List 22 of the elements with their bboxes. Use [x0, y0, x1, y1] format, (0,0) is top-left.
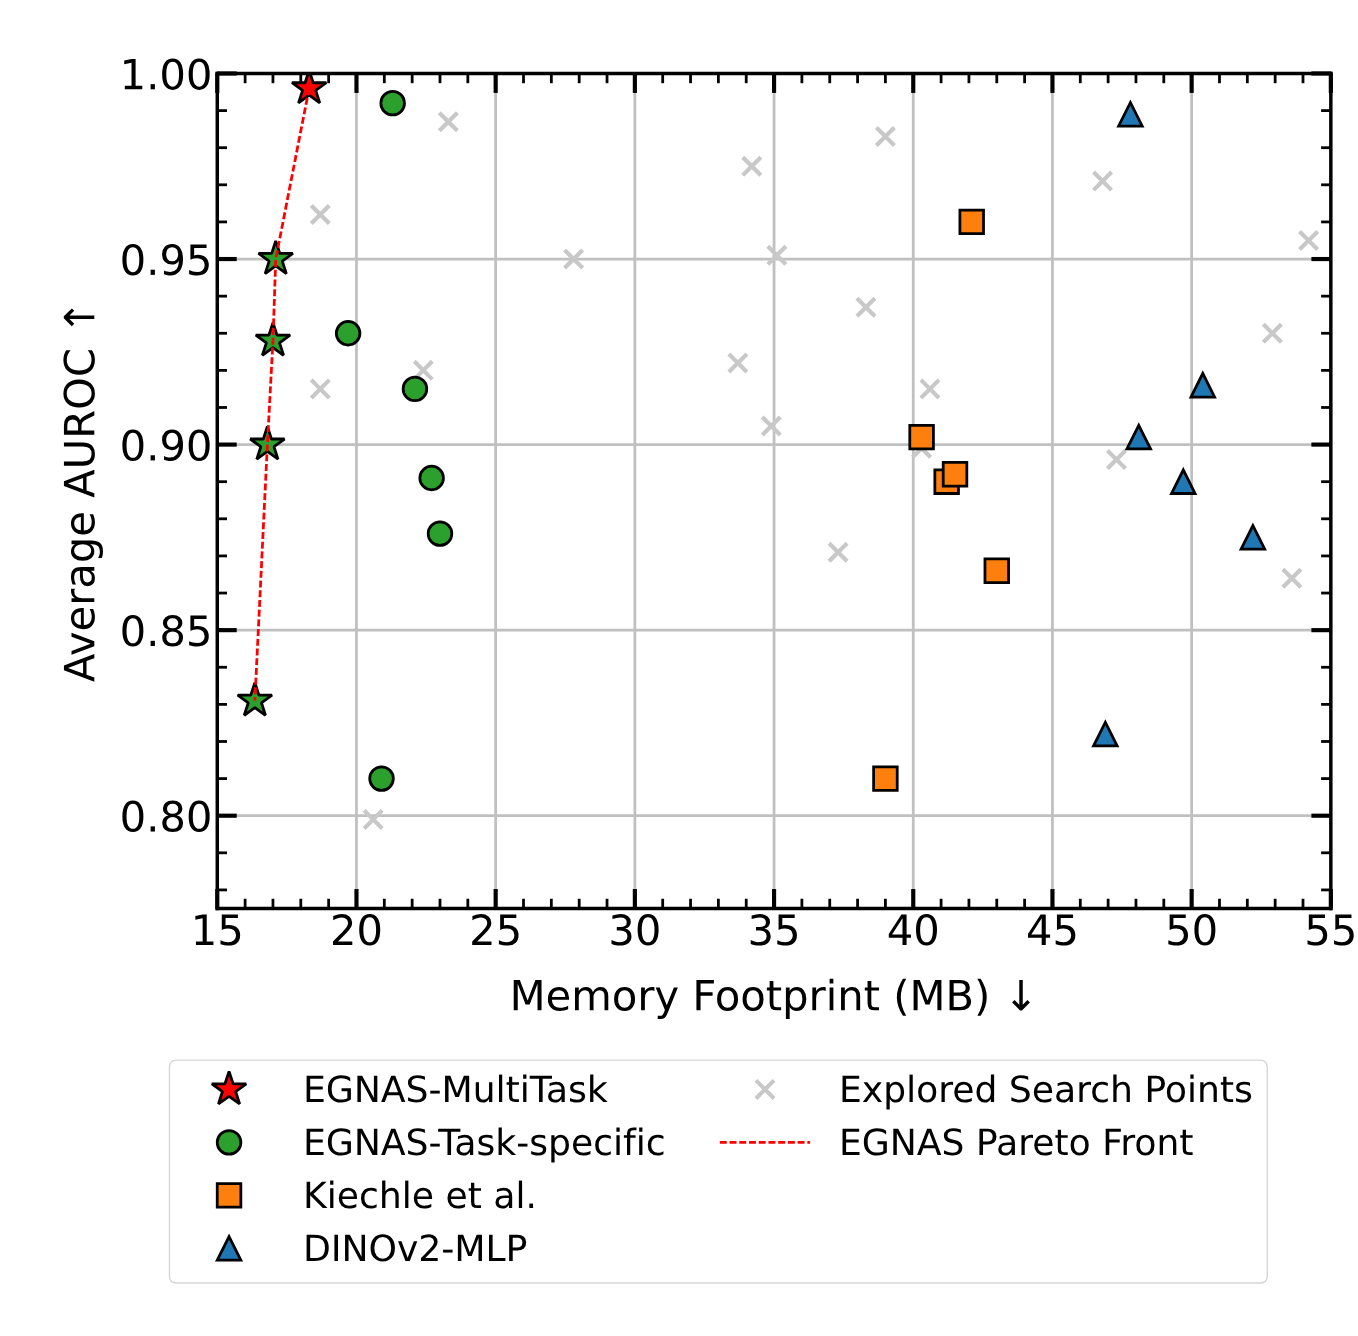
- x-tick-label: 45: [1027, 914, 1076, 946]
- x-tick-label: 25: [472, 914, 519, 946]
- y-tick-label: 0.90: [122, 429, 210, 462]
- legend-label: EGNAS-Task-specific: [306, 1127, 664, 1163]
- x-tick-label: 35: [750, 914, 797, 946]
- legend-label: EGNAS-MultiTask: [306, 1074, 608, 1103]
- x-tick-label: 55: [1307, 914, 1354, 946]
- legend-label: DINOv2-MLP: [306, 1234, 527, 1262]
- x-tick-label: 30: [611, 914, 659, 946]
- x-tick-label: 15: [195, 914, 241, 946]
- y-axis-title: Average AUROC ↑: [63, 308, 103, 682]
- x-tick-label: 40: [888, 914, 937, 946]
- y-tick-label: 0.95: [122, 243, 209, 276]
- x-axis-title: Memory Footprint (MB) ↓: [513, 978, 1030, 1019]
- legend-label: Kiechle et al.: [306, 1180, 534, 1209]
- legend-label: Explored Search Points: [842, 1074, 1252, 1110]
- x-tick-label: 50: [1168, 914, 1216, 946]
- y-tick-label: 0.80: [122, 800, 210, 833]
- y-tick-label: 1.00: [124, 58, 210, 90]
- y-tick-label: 0.85: [122, 615, 209, 647]
- x-tick-label: 20: [333, 914, 381, 946]
- legend-label: EGNAS Pareto Front: [842, 1128, 1193, 1156]
